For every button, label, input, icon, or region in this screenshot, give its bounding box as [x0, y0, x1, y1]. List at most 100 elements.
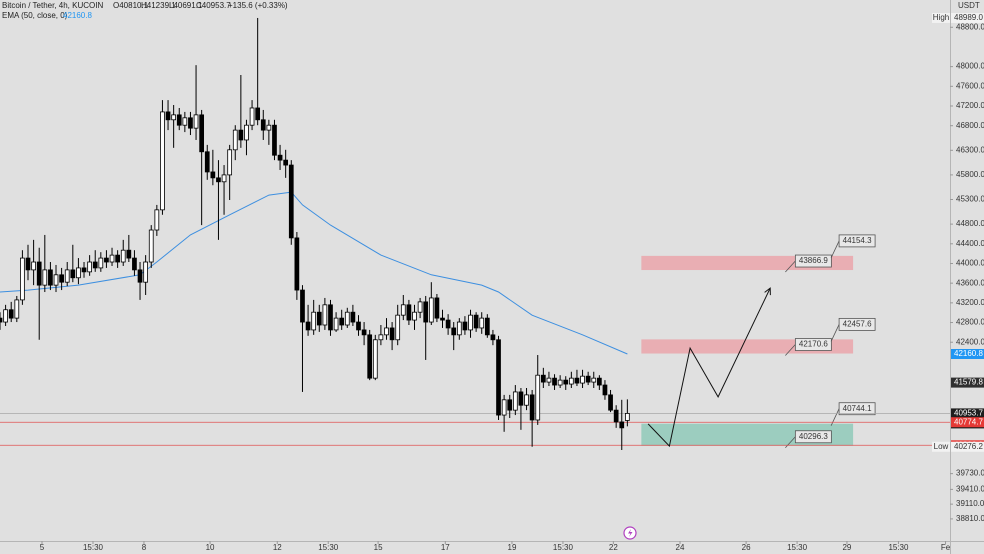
candle-body	[574, 377, 580, 384]
y-tick-label: 38810.0	[956, 514, 984, 523]
y-tick-label: 46300.0	[956, 145, 984, 154]
candle-body	[143, 261, 148, 283]
zone-low-label: 43866.9	[799, 256, 828, 265]
candle-body	[529, 394, 535, 421]
candle-body	[322, 304, 328, 326]
price-badge-note: High	[933, 13, 949, 22]
price-badge	[951, 12, 984, 23]
candle-body	[473, 314, 479, 329]
candle-body	[272, 124, 277, 156]
candle-body	[59, 274, 64, 283]
zone-high-label: 42457.6	[843, 320, 872, 329]
candle-body	[580, 375, 585, 384]
candle-body	[109, 254, 115, 263]
candle-body	[412, 311, 417, 321]
candle-body	[98, 257, 104, 269]
candle-body	[333, 317, 339, 331]
x-tick-label: 24	[676, 543, 685, 552]
candle-body	[87, 261, 92, 273]
candle-body	[104, 257, 109, 263]
candle-body	[456, 321, 462, 336]
candle-body	[434, 297, 440, 319]
price-badge-label: 40953.7	[954, 409, 983, 418]
y-tick-label: 42400.0	[956, 337, 984, 346]
candle-body	[154, 209, 160, 231]
y-tick-label: 39110.0	[956, 499, 984, 508]
candle-body	[204, 151, 210, 173]
candle-body	[328, 304, 333, 331]
candle-body	[585, 375, 591, 383]
x-tick-label: 29	[842, 543, 851, 552]
candle-body	[372, 339, 378, 379]
candle-body	[428, 297, 434, 323]
x-tick-label: 15:30	[888, 543, 909, 552]
candle-body	[249, 107, 255, 126]
candle-body	[602, 384, 608, 396]
candle-body	[546, 377, 552, 383]
y-tick-label: 42800.0	[956, 318, 984, 327]
candle-body	[221, 174, 227, 183]
candle-body	[535, 374, 541, 421]
candle-body	[255, 107, 261, 121]
candle-body	[596, 377, 602, 386]
price-badge-label: 48989.0	[954, 13, 983, 22]
candle-body	[232, 129, 238, 151]
zone-low-label: 40296.3	[799, 432, 828, 441]
candle-body	[31, 261, 36, 271]
y-tick-label: 39730.0	[956, 469, 984, 478]
candle-body	[344, 311, 350, 326]
note-badge	[932, 12, 950, 23]
candle-body	[406, 304, 412, 321]
y-tick-label: 43200.0	[956, 298, 984, 307]
price-badge-label: 41579.8	[954, 378, 983, 387]
projection-arrowhead	[764, 287, 771, 296]
candle-body	[126, 249, 132, 259]
callout-leader	[830, 324, 840, 342]
candle-body	[300, 289, 305, 323]
callout-box	[838, 317, 876, 331]
y-tick-label: 45800.0	[956, 170, 984, 179]
candle-body	[266, 124, 272, 131]
zone-high-label: 44154.3	[843, 236, 872, 245]
candle-body	[440, 317, 445, 321]
y-tick-label: 44400.0	[956, 239, 984, 248]
candle-body	[64, 269, 70, 283]
x-tick-label: 26	[742, 543, 751, 552]
candle-body	[361, 329, 367, 336]
candle-body	[619, 421, 625, 429]
x-tick-label: 5	[40, 543, 45, 552]
callout-leader	[785, 436, 796, 449]
candle-body	[20, 257, 25, 301]
y-tick-label: 48000.0	[956, 62, 984, 71]
candle-body	[216, 177, 221, 183]
x-tick-label: 15:30	[553, 543, 574, 552]
candle-body	[552, 377, 557, 386]
candle-body	[227, 149, 233, 176]
candle-body	[76, 267, 81, 279]
candle-body	[3, 309, 8, 323]
candle-body	[165, 111, 171, 121]
lightning-icon	[623, 526, 637, 540]
x-tick-label: Fe	[941, 543, 951, 552]
indicator-value: 42160.8	[63, 11, 92, 20]
x-tick-label: 15:30	[318, 543, 339, 552]
y-tick-label: 47200.0	[956, 101, 984, 110]
price-badge	[951, 417, 984, 428]
y-tick-label: 48800.0	[956, 22, 984, 31]
x-tick-label: 8	[142, 543, 147, 552]
candle-body	[591, 377, 597, 383]
candle-body	[524, 394, 529, 406]
y-tick-label: 43600.0	[956, 278, 984, 287]
candle-body	[613, 409, 619, 423]
y-tick-label: 46800.0	[956, 121, 984, 130]
candle-body	[395, 314, 401, 341]
candle-body	[479, 317, 485, 329]
price-badge-label: 42160.8	[954, 349, 983, 358]
candle-body	[210, 171, 216, 179]
indicator-name: EMA (50, close, 0)	[2, 11, 68, 20]
callout-leader	[785, 344, 796, 356]
candle-body	[507, 399, 513, 411]
candle-body	[400, 304, 406, 316]
candle-body	[160, 111, 165, 211]
candle-body	[238, 129, 244, 141]
